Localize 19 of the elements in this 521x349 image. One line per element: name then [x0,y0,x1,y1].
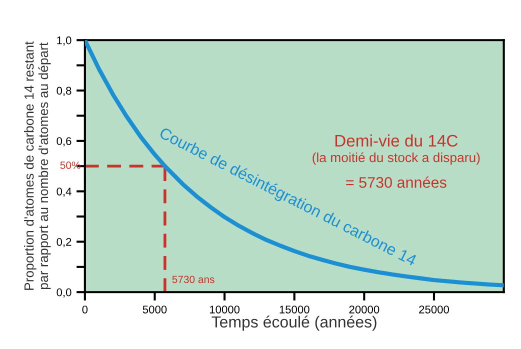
ref-line-label: 50% [60,162,80,169]
y-tick-label: 0,6 [56,137,72,146]
y-axis-title: Proportion d'atomes de carbone 14 restant par rapport au nombre d'atomes au départ [24,41,51,290]
ref-line-label: 5730 ans [172,276,214,284]
annotation: = 5730 années [346,176,446,188]
x-tick-label: 10000 [210,306,240,314]
y-tick-label: 0,0 [56,288,72,298]
x-tick-label: 15000 [280,306,310,314]
annotation: Demi-vie du 14C [335,134,458,147]
y-tick-label: 1,0 [57,36,72,46]
y-tick-label: 0,2 [56,238,72,248]
y-tick-label: 0,8 [56,86,72,96]
x-tick-label: 25000 [419,306,450,314]
y-tick-label: 0,4 [56,188,72,197]
x-tick-label: 5000 [142,306,167,314]
x-tick-label: 0 [82,306,88,314]
annotation: (la moitié du stock a disparu) [312,152,480,165]
x-tick-label: 20000 [349,306,380,314]
x-axis-title: Temps écoulé (années) [212,316,376,331]
